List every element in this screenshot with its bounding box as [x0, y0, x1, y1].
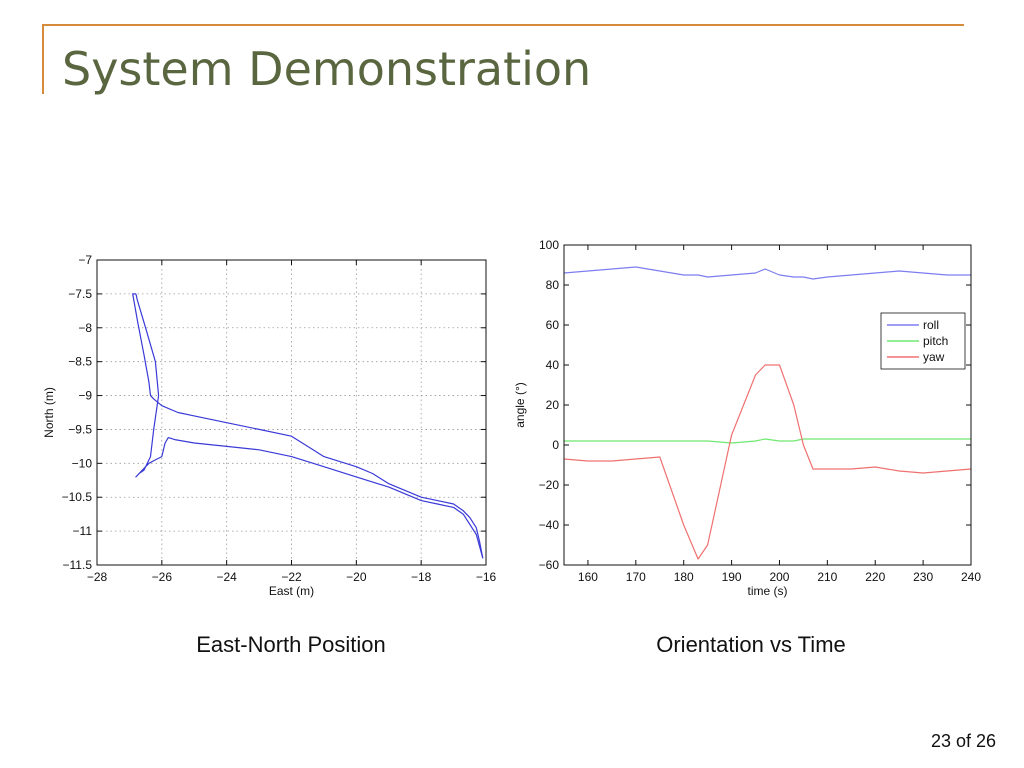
x-tick-label: 230: [913, 570, 933, 584]
y-tick-label: 40: [546, 358, 560, 372]
x-tick-label: 160: [578, 570, 598, 584]
plot-frame: [563, 244, 972, 566]
east-north-chart: −28 −26 −24 −22 −20 −18 −16 −11.5 −11 −10.5 −10 −9.…: [40, 248, 500, 598]
y-tick-label: −20: [539, 478, 560, 492]
y-tick-label: −10: [72, 456, 93, 470]
y-tick-label: −7: [78, 253, 92, 267]
series-line-path-2: [135, 293, 484, 559]
x-tick-label: 170: [626, 570, 646, 584]
x-tick-label: 220: [865, 570, 885, 584]
y-tick-label: −8: [78, 321, 92, 335]
x-tick-label: 200: [769, 570, 789, 584]
y-tick-label: −9: [78, 389, 92, 403]
y-tick-label: −60: [539, 558, 560, 572]
east-north-plot: −28 −26 −24 −22 −20 −18 −16 −11.5 −11 −10.5 −10 −9.…: [42, 253, 497, 598]
title-accent-line: [42, 24, 964, 26]
y-axis-label: North (m): [42, 387, 56, 438]
title-accent-bar: [42, 24, 44, 94]
y-tick-label: 20: [546, 398, 560, 412]
y-tick-label: −10.5: [62, 490, 93, 504]
y-tick-label: −7.5: [68, 287, 92, 301]
x-tick-label: −16: [476, 570, 497, 584]
y-tick-label: −9.5: [68, 422, 92, 436]
y-tick-label: −40: [539, 518, 560, 532]
x-axis-label: East (m): [269, 584, 314, 598]
legend-label-pitch: pitch: [923, 334, 948, 348]
x-axis-label: time (s): [748, 584, 788, 598]
x-tick-label: −22: [281, 570, 302, 584]
x-tick-label: −24: [216, 570, 237, 584]
y-tick-label: −11.5: [63, 558, 93, 572]
y-tick-label: 0: [552, 438, 559, 452]
x-tick-label: −28: [87, 570, 108, 584]
x-tick-label: −26: [152, 570, 173, 584]
orientation-chart: 160 170 180 190 200 210 220 230 240 −60 −40 −20 0 20 4…: [513, 236, 995, 606]
series-line-pitch: [564, 438, 971, 444]
y-axis-label: angle (°): [513, 382, 527, 428]
x-tick-label: 190: [722, 570, 742, 584]
y-tick-label: 80: [546, 278, 560, 292]
x-tick-label: 240: [961, 570, 981, 584]
page-number: 23 of 26: [930, 731, 996, 751]
series-line-roll: [563, 266, 971, 280]
east-north-caption: East-North Position: [196, 632, 386, 657]
x-tick-label: −20: [346, 570, 367, 584]
y-tick-label: 100: [539, 238, 559, 252]
x-tick-label: −18: [411, 570, 432, 584]
y-tick-label: −11: [73, 524, 93, 538]
x-tick-label: 180: [674, 570, 694, 584]
slide-title: System Demonstration: [62, 42, 592, 96]
y-tick-label: 60: [546, 318, 560, 332]
y-tick-label: −8.5: [68, 355, 92, 369]
orientation-plot: 160 170 180 190 200 210 220 230 240 −60 −40 −20 0 20 4…: [513, 238, 981, 598]
legend-label-yaw: yaw: [923, 350, 945, 364]
series-line-path-1: [132, 293, 484, 559]
legend-label-roll: roll: [923, 318, 939, 332]
x-tick-label: 210: [817, 570, 837, 584]
orientation-caption: Orientation vs Time: [656, 632, 846, 657]
series-line-yaw: [563, 364, 972, 560]
